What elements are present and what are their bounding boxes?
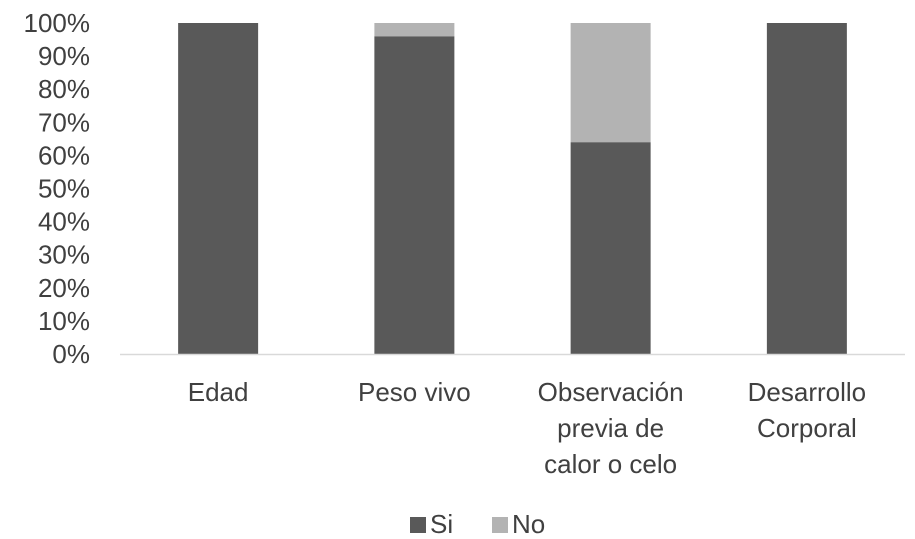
legend-swatch-no: [492, 517, 508, 533]
y-tick-label: 0%: [52, 339, 90, 369]
bars: [178, 23, 847, 355]
category-label: Observación previa de calor o celo: [538, 377, 684, 479]
legend-swatch-si: [410, 517, 426, 533]
y-axis: 0%10%20%30%40%50% 60%70%80%90%100%: [24, 8, 91, 369]
y-tick-label: 10%: [38, 306, 90, 336]
y-tick-label: 100%: [24, 8, 91, 38]
y-tick-label: 40%: [38, 207, 90, 237]
x-axis: Edad Peso vivo Observación previa de calor o…: [188, 377, 866, 479]
category-label: Edad: [188, 377, 249, 407]
bar-si-1: [178, 23, 259, 354]
category-label: Desarrollo Corporal: [748, 377, 867, 443]
legend: Si No: [410, 509, 545, 539]
bar-no-2: [374, 23, 455, 37]
legend-label-no: No: [512, 509, 545, 539]
legend-label-si: Si: [430, 509, 453, 539]
y-tick-label: 20%: [38, 273, 90, 303]
y-tick-label: 80%: [38, 74, 90, 104]
bar-no-3: [570, 23, 651, 143]
y-tick-label: 50%: [38, 174, 90, 204]
y-tick-label: 70%: [38, 107, 90, 137]
bar-si-2: [374, 36, 455, 355]
bar-si-3: [570, 142, 651, 354]
y-tick-label: 30%: [38, 240, 90, 270]
category-label: Peso vivo: [358, 377, 471, 407]
y-tick-label: 60%: [38, 140, 90, 170]
bar-si-4: [766, 23, 847, 354]
y-tick-label: 90%: [38, 41, 90, 71]
